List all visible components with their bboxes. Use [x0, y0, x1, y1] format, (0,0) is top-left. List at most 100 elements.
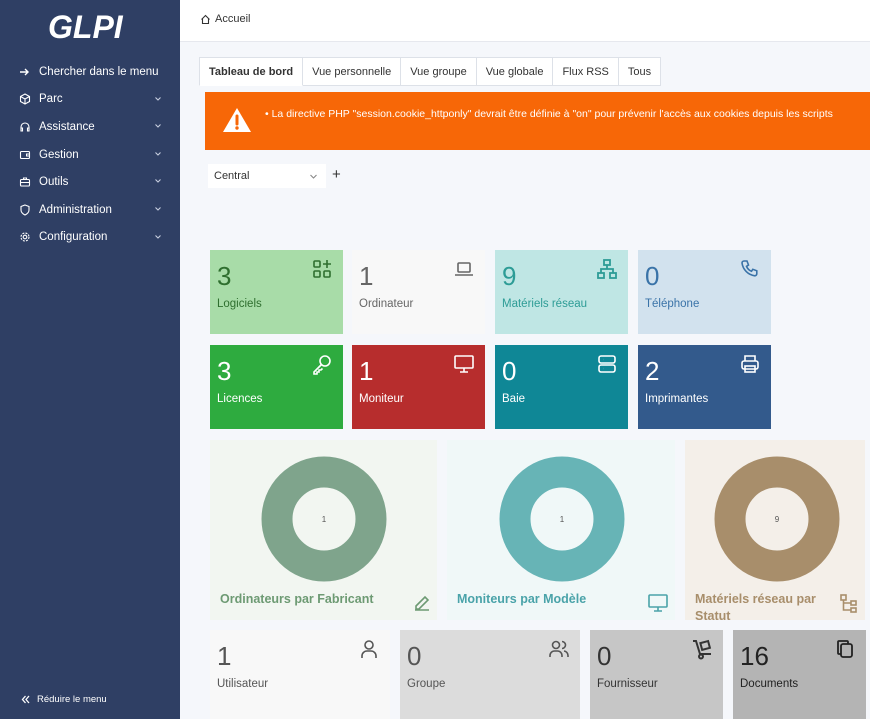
card-label: Moniteur [359, 393, 404, 405]
topbar: Accueil [180, 0, 870, 42]
breadcrumb[interactable]: Accueil [200, 13, 250, 25]
donut-slice[interactable] [714, 456, 840, 582]
gear-icon [18, 230, 32, 244]
card-moniteur[interactable]: 1 Moniteur [352, 345, 485, 429]
card-label: Imprimantes [645, 393, 709, 405]
sidebar-item-label: Administration [39, 203, 112, 216]
reduce-menu-label: Réduire le menu [37, 694, 107, 705]
user-icon [358, 638, 380, 660]
pie-ordinateurs-par-fabricant[interactable]: 1 Ordinateurs par Fabricant [210, 440, 437, 620]
add-dashboard-button[interactable]: + [332, 166, 341, 183]
dashboard-tabs: Tableau de bord Vue personnelle Vue grou… [199, 57, 662, 86]
sidebar-item-gestion[interactable]: Gestion [0, 141, 180, 169]
card-value: 1 [359, 356, 374, 386]
tab-flux-rss[interactable]: Flux RSS [553, 57, 619, 86]
card-label: Utilisateur [217, 678, 269, 690]
warning-text: • La directive PHP "session.cookie_httpo… [265, 108, 833, 120]
tab-tableau-de-bord[interactable]: Tableau de bord [199, 57, 304, 86]
card-label: Matériels réseau [502, 298, 588, 310]
pie-title: Moniteurs par Modèle [457, 592, 587, 606]
breadcrumb-home: Accueil [215, 13, 251, 25]
server-icon [596, 353, 618, 375]
warning-icon [223, 108, 251, 132]
sidebar-item-label: Chercher dans le menu [39, 65, 159, 78]
chevron-down-icon [155, 151, 161, 156]
pie-moniteurs-par-modele[interactable]: 1 Moniteurs par Modèle [447, 440, 675, 620]
glpi-logo[interactable]: GLPI [48, 8, 132, 45]
svg-text:GLPI: GLPI [48, 9, 124, 44]
network-icon [596, 258, 618, 280]
sidebar-item-label: Gestion [39, 148, 79, 161]
sidebar-item-parc[interactable]: Parc [0, 86, 180, 114]
card-materiels-reseau[interactable]: 9 Matériels réseau [495, 250, 628, 334]
card-groupe[interactable]: 0 Groupe [400, 630, 580, 719]
shield-icon [18, 203, 32, 217]
card-ordinateur[interactable]: 1 Ordinateur [352, 250, 485, 334]
sidebar-item-label: Outils [39, 176, 69, 189]
apps-plus-icon [311, 258, 333, 280]
php-warning-alert: • La directive PHP "session.cookie_httpo… [205, 92, 870, 150]
sidebar-item-configuration[interactable]: Configuration [0, 224, 180, 252]
donut-slice[interactable] [499, 456, 625, 582]
copy-icon [834, 638, 856, 660]
donut-chart: 9 [714, 456, 840, 582]
donut-chart: 1 [261, 456, 387, 582]
card-label: Licences [217, 393, 263, 405]
tab-vue-personnelle[interactable]: Vue personnelle [303, 57, 402, 86]
dashboard-select-value: Central [214, 170, 250, 182]
card-label: Téléphone [645, 298, 700, 310]
sidebar-item-label: Assistance [39, 120, 95, 133]
sidebar-item-search[interactable]: Chercher dans le menu [0, 58, 180, 86]
double-chevron-left-icon [21, 695, 30, 704]
key-icon [311, 353, 333, 375]
printer-icon [739, 353, 761, 375]
sidebar-item-outils[interactable]: Outils [0, 168, 180, 196]
sidebar-item-administration[interactable]: Administration [0, 196, 180, 224]
dolly-icon [691, 638, 713, 660]
headset-icon [18, 120, 32, 134]
card-label: Logiciels [217, 298, 262, 310]
card-value: 2 [645, 356, 660, 386]
briefcase-icon [18, 175, 32, 189]
tab-tous[interactable]: Tous [618, 57, 662, 86]
card-telephone[interactable]: 0 Téléphone [638, 250, 771, 334]
card-label: Groupe [407, 678, 446, 690]
tab-vue-globale[interactable]: Vue globale [476, 57, 554, 86]
chevron-down-icon [155, 96, 161, 101]
card-value: 1 [217, 641, 232, 671]
tab-vue-groupe[interactable]: Vue groupe [401, 57, 477, 86]
sidebar: GLPI Chercher dans le menu Parc Assistan… [0, 0, 180, 719]
users-icon [548, 638, 570, 660]
arrow-right-icon [18, 65, 32, 79]
laptop-icon [453, 258, 475, 280]
monitor-icon [453, 353, 475, 375]
card-licences[interactable]: 3 Licences [210, 345, 343, 429]
chevron-down-icon [310, 174, 317, 179]
reduce-menu-button[interactable]: Réduire le menu [20, 694, 107, 705]
sidebar-item-label: Parc [39, 93, 63, 106]
card-baie[interactable]: 0 Baie [495, 345, 628, 429]
dashboard-select[interactable]: Central [208, 164, 326, 188]
donut-slice[interactable] [261, 456, 387, 582]
donut-chart: 1 [499, 456, 625, 582]
wallet-icon [18, 148, 32, 162]
card-fournisseur[interactable]: 0 Fournisseur [590, 630, 723, 719]
card-value: 0 [597, 641, 612, 671]
card-value: 1 [359, 261, 374, 291]
card-utilisateur[interactable]: 1 Utilisateur [210, 630, 390, 719]
chevron-down-icon [155, 124, 161, 128]
sidebar-item-label: Configuration [39, 231, 108, 244]
edit-icon [415, 595, 430, 611]
card-logiciels[interactable]: 3 Logiciels [210, 250, 343, 334]
card-label: Baie [502, 393, 526, 405]
sidebar-item-assistance[interactable]: Assistance [0, 113, 180, 141]
card-documents[interactable]: 16 Documents [733, 630, 866, 719]
card-value: 3 [217, 356, 232, 386]
donut-center-value: 1 [322, 515, 327, 524]
pie-materiels-reseau-par-statut[interactable]: 9 Matériels réseau par Statut [685, 440, 865, 620]
card-value: 16 [740, 641, 769, 671]
donut-center-value: 9 [775, 515, 780, 524]
cube-icon [18, 92, 32, 106]
card-imprimantes[interactable]: 2 Imprimantes [638, 345, 771, 429]
card-value: 0 [502, 356, 517, 386]
